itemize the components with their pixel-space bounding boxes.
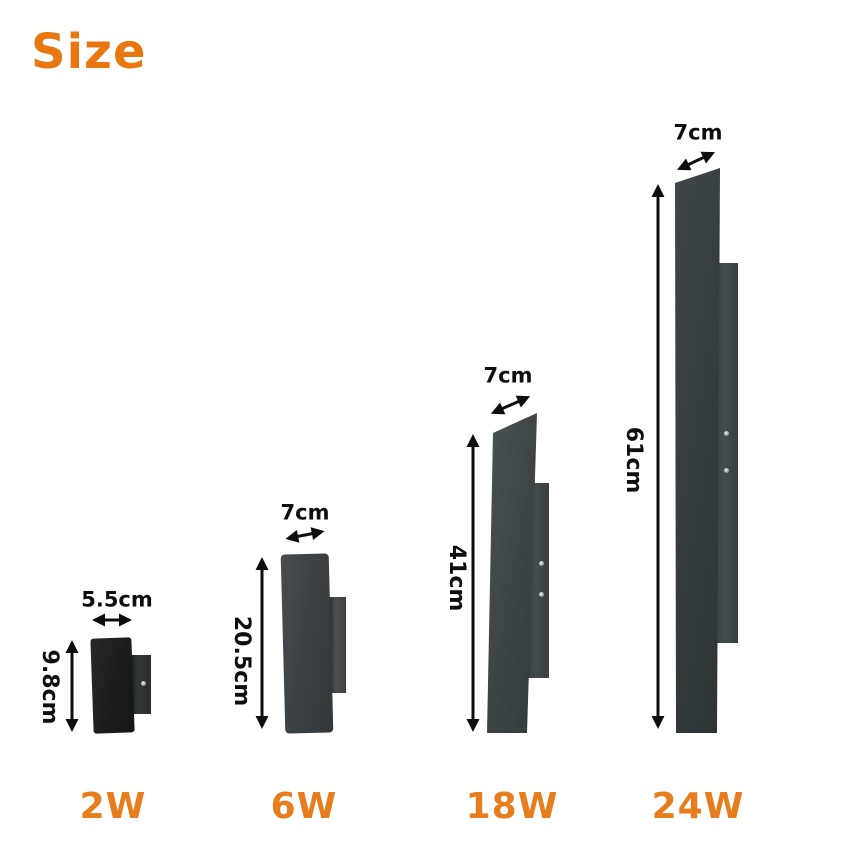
height-dimension-label: 9.8cm (37, 649, 62, 725)
width-arrow-icon (284, 523, 326, 546)
height-arrow-icon (650, 184, 666, 729)
height-dimension-label: 20.5cm (229, 615, 254, 707)
width-arrow-icon (92, 612, 132, 628)
height-dimension-label: 61cm (621, 426, 646, 494)
lamp-panel (90, 637, 135, 734)
page-title: Size (31, 24, 147, 80)
height-arrow-icon (254, 557, 270, 729)
power-label: 18W (465, 786, 559, 827)
height-arrow-icon (465, 434, 481, 732)
lamp-panel (675, 168, 720, 733)
screw-icon (141, 681, 146, 686)
width-arrow-icon (488, 389, 534, 421)
power-label: 24W (651, 786, 745, 827)
lamp-panel (280, 553, 334, 734)
width-dimension-label: 7cm (673, 120, 723, 145)
lamp-mount-bracket (329, 597, 346, 693)
power-label: 6W (270, 786, 338, 827)
lamp-panel (487, 413, 537, 733)
screw-icon (724, 431, 729, 436)
width-arrow-icon (674, 145, 719, 177)
power-label: 2W (79, 786, 147, 827)
screw-icon (539, 592, 544, 597)
width-dimension-label: 5.5cm (81, 587, 153, 612)
height-arrow-icon (64, 640, 80, 732)
screw-icon (539, 561, 544, 566)
width-dimension-label: 7cm (483, 363, 533, 388)
height-dimension-label: 41cm (444, 544, 469, 612)
screw-icon (724, 468, 729, 473)
width-dimension-label: 7cm (280, 500, 330, 525)
